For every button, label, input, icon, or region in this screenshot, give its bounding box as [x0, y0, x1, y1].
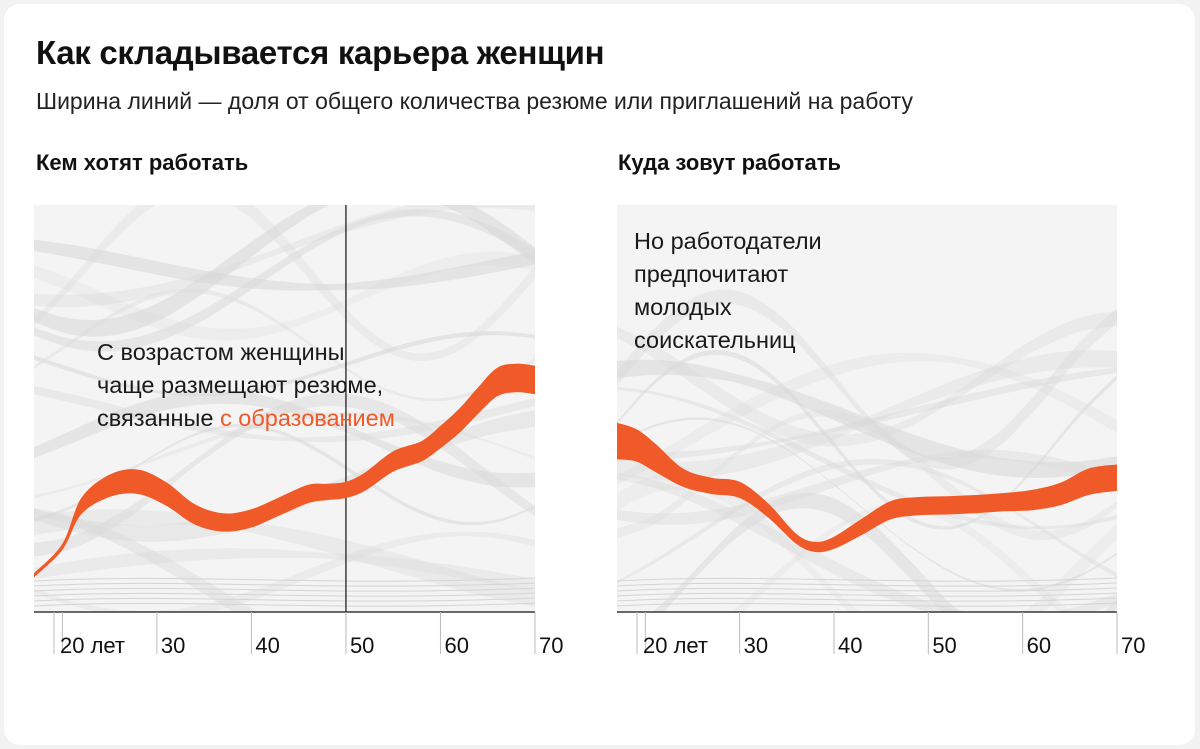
- left-annotation-word: связанные: [97, 405, 214, 431]
- page-title: Как складывается карьера женщин: [36, 34, 605, 71]
- background-flow: [34, 509, 535, 607]
- x-tick-label: 70: [539, 633, 563, 658]
- x-tick-label: 40: [838, 633, 862, 658]
- right-annotation-line-1: Но работодатели: [634, 228, 822, 254]
- left-annotation-line-3: связанные с образованием: [97, 402, 395, 435]
- background-line: [34, 597, 535, 602]
- background-flow: [617, 472, 1117, 612]
- left-annotation-highlight: с образованием: [220, 405, 395, 431]
- page-subtitle: Ширина линий — доля от общего количества…: [36, 88, 913, 114]
- background-line: [617, 577, 1117, 582]
- background-flows: [34, 205, 535, 612]
- right-panel-title: Куда зовут работать: [618, 150, 842, 175]
- chart-panel-2: 20 лет 30 40 50 60 70: [617, 205, 1145, 658]
- background-flow: [34, 205, 535, 337]
- x-tick-label: 50: [932, 633, 956, 658]
- background-line: [34, 587, 535, 592]
- x-tick-label: 20 лет: [643, 633, 708, 658]
- background-flow: [617, 359, 1117, 478]
- background-line: [617, 582, 1117, 587]
- background-flow: [34, 239, 535, 291]
- right-annotation-line-4: соискательниц: [634, 327, 796, 353]
- x-tick-label: 30: [744, 633, 768, 658]
- background-line: [34, 592, 535, 597]
- background-flow: [34, 385, 535, 443]
- background-line: [34, 582, 535, 587]
- background-flow: [617, 449, 1117, 525]
- plot-background: [617, 205, 1117, 612]
- background-flow: [617, 473, 1117, 612]
- background-flow: [34, 209, 535, 352]
- background-flow: [652, 492, 1117, 612]
- x-tick-label: 60: [1027, 633, 1051, 658]
- x-tick-label: 50: [350, 633, 374, 658]
- x-tick-label: 30: [161, 633, 185, 658]
- right-annotation-line-3: молодых: [634, 294, 732, 320]
- background-flow: [34, 508, 258, 612]
- background-flow: [730, 502, 1071, 612]
- left-panel-title: Кем хотят работать: [36, 150, 249, 175]
- background-flow: [34, 393, 535, 557]
- right-annotation: Но работодатели предпочитают молодых сои…: [634, 225, 822, 357]
- background-line: [34, 602, 535, 607]
- background-flow: [617, 367, 1117, 462]
- background-line: [617, 592, 1117, 597]
- chart-panel-1: 20 лет 30 40 50 60 70: [34, 205, 563, 658]
- background-flow: [617, 458, 1117, 584]
- x-tick-label: 40: [255, 633, 279, 658]
- right-annotation-line-2: предпочитают: [634, 261, 789, 287]
- background-flow: [617, 386, 1117, 530]
- background-line: [34, 577, 535, 582]
- highlight-series: [617, 422, 1117, 553]
- background-flow: [34, 331, 535, 397]
- x-tick-label: 20 лет: [60, 633, 125, 658]
- background-flow: [617, 352, 1117, 485]
- background-line: [617, 602, 1117, 607]
- background-flow: [34, 410, 535, 542]
- left-annotation: С возрастом женщины чаще размещают резюм…: [97, 336, 395, 435]
- background-line: [617, 597, 1117, 602]
- highlight-series: [34, 363, 535, 578]
- left-annotation-line-2: чаще размещают резюме,: [97, 372, 384, 398]
- background-flow: [34, 205, 535, 308]
- x-tick-label: 60: [444, 633, 468, 658]
- left-annotation-line-1: С возрастом женщины: [97, 339, 345, 365]
- background-flow: [34, 548, 535, 592]
- background-flow: [34, 389, 535, 488]
- background-line: [617, 587, 1117, 592]
- x-tick-label: 70: [1121, 633, 1145, 658]
- background-flow: [617, 311, 1117, 447]
